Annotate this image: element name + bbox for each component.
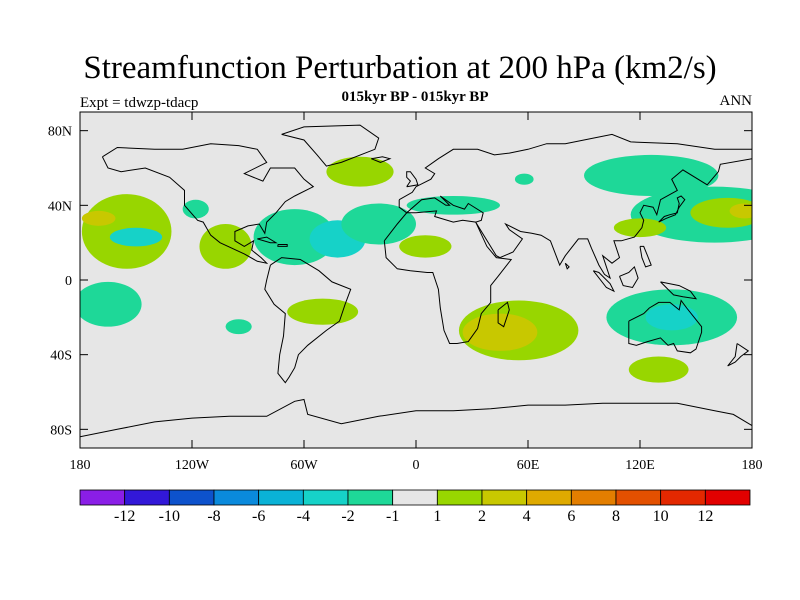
anomaly-region-south-indian-ocean-core	[462, 313, 538, 351]
colorbar-swatch	[302, 489, 349, 506]
anomaly-region-east-asia	[613, 218, 667, 238]
colorbar-label: -8	[207, 508, 220, 525]
x-axis: 180 120W 60W 0 60E 120E 180	[70, 112, 763, 473]
chart-subtitle: 015kyr BP - 015kyr BP	[341, 89, 489, 105]
x-tick-label: 180	[742, 458, 763, 473]
coastline-sumatra	[592, 270, 616, 293]
coastline-australia	[628, 299, 703, 354]
season-label: ANN	[719, 93, 753, 109]
x-tick-label: 180	[70, 458, 91, 473]
colorbar-label: -12	[114, 508, 135, 525]
anomaly-region-east-pacific-south	[80, 281, 142, 327]
colorbar-swatch	[258, 489, 304, 506]
coastline-britain	[406, 171, 419, 188]
colorbar-swatch	[347, 489, 394, 506]
colorbar-swatch	[436, 489, 483, 506]
coastline-south-america	[264, 257, 352, 384]
colorbar-label: -10	[159, 508, 180, 525]
colorbar-label: 1	[433, 508, 441, 525]
coastline-greenland	[281, 124, 380, 167]
colorbar-swatch	[526, 489, 572, 506]
colorbar-label: -4	[297, 508, 310, 525]
colorbar-label: 8	[612, 508, 620, 525]
coastline-north-america	[101, 143, 315, 265]
coastline-eurasia	[398, 133, 752, 280]
coastline-sri-lanka	[564, 262, 570, 270]
colorbar: -12 -10 -8 -6 -4 -2 -1 1 2 4 6 8 10 12	[79, 489, 751, 525]
colorbar-swatch	[570, 489, 617, 506]
colorbar-label: 12	[697, 508, 713, 525]
colorbar-swatch	[704, 489, 751, 506]
coastline-new-guinea	[660, 281, 698, 300]
anomaly-region-siberia	[584, 154, 719, 196]
y-tick-label: 80S	[50, 423, 72, 438]
anomaly-region-pacific-dateline-north	[109, 227, 163, 247]
anomaly-region-caribbean-atlantic	[253, 209, 336, 266]
coastline-borneo	[619, 265, 639, 289]
x-tick-label: 0	[413, 458, 420, 473]
coastline-japan	[658, 195, 686, 223]
colorbar-swatch	[168, 489, 215, 506]
colorbar-swatch	[213, 489, 260, 506]
colorbar-swatch	[79, 489, 126, 506]
colorbar-label: 10	[653, 508, 669, 525]
anomaly-region-central-america	[199, 224, 252, 269]
coastline-antarctica	[80, 398, 752, 438]
y-tick-label: 40S	[50, 349, 72, 364]
colorbar-swatch	[392, 489, 438, 506]
anomaly-region-south-atlantic	[287, 298, 359, 325]
colorbar-label: 4	[523, 508, 531, 525]
anomaly-region-east-pacific-blob	[182, 199, 209, 219]
x-tick-label: 120W	[175, 458, 210, 473]
colorbar-label: 2	[478, 508, 486, 525]
anomaly-region-iceland-small	[514, 173, 534, 185]
coastlines	[80, 124, 752, 438]
colorbar-label: -1	[386, 508, 399, 525]
coastline-new-zealand	[727, 343, 750, 367]
anomaly-region-north-atlantic-high	[326, 156, 394, 187]
anomaly-region-tasman	[628, 356, 689, 383]
x-tick-label: 60E	[517, 458, 540, 473]
colorbar-label: -6	[252, 508, 265, 525]
y-axis: 80N 40N 0 40S 80S	[48, 125, 752, 438]
y-tick-label: 80N	[48, 125, 72, 140]
coastline-philippines	[639, 245, 652, 268]
anomaly-region-west-africa	[399, 235, 452, 258]
colorbar-swatch	[481, 489, 528, 506]
colorbar-label: -2	[341, 508, 354, 525]
colorbar-swatch	[615, 489, 662, 506]
coastline-africa	[383, 210, 513, 344]
coastline-iceland	[371, 156, 392, 163]
anomaly-region-north-pacific-west-core	[690, 197, 752, 228]
coastline-madagascar	[497, 301, 510, 328]
anomaly-region-south-pacific-small	[225, 319, 252, 335]
y-tick-label: 40N	[48, 199, 72, 214]
coastline-cuba	[257, 236, 278, 244]
colorbar-label: 6	[567, 508, 575, 525]
experiment-label: Expt = tdwzp-tdacp	[80, 95, 199, 111]
anomaly-region-north-atlantic-band	[341, 203, 416, 245]
coastline-hispaniola	[277, 244, 288, 247]
x-tick-label: 120E	[625, 458, 655, 473]
x-tick-label: 60W	[290, 458, 318, 473]
colorbar-swatch	[124, 489, 170, 506]
anomaly-region-north-pacific-west-center	[729, 203, 752, 219]
colorbar-swatch	[660, 489, 706, 506]
anomaly-region-australia-core	[645, 304, 698, 331]
chart-title: Streamfunction Perturbation at 200 hPa (…	[83, 50, 717, 86]
y-tick-label: 0	[65, 274, 72, 289]
anomaly-region-north-pacific-east-core	[81, 210, 116, 226]
